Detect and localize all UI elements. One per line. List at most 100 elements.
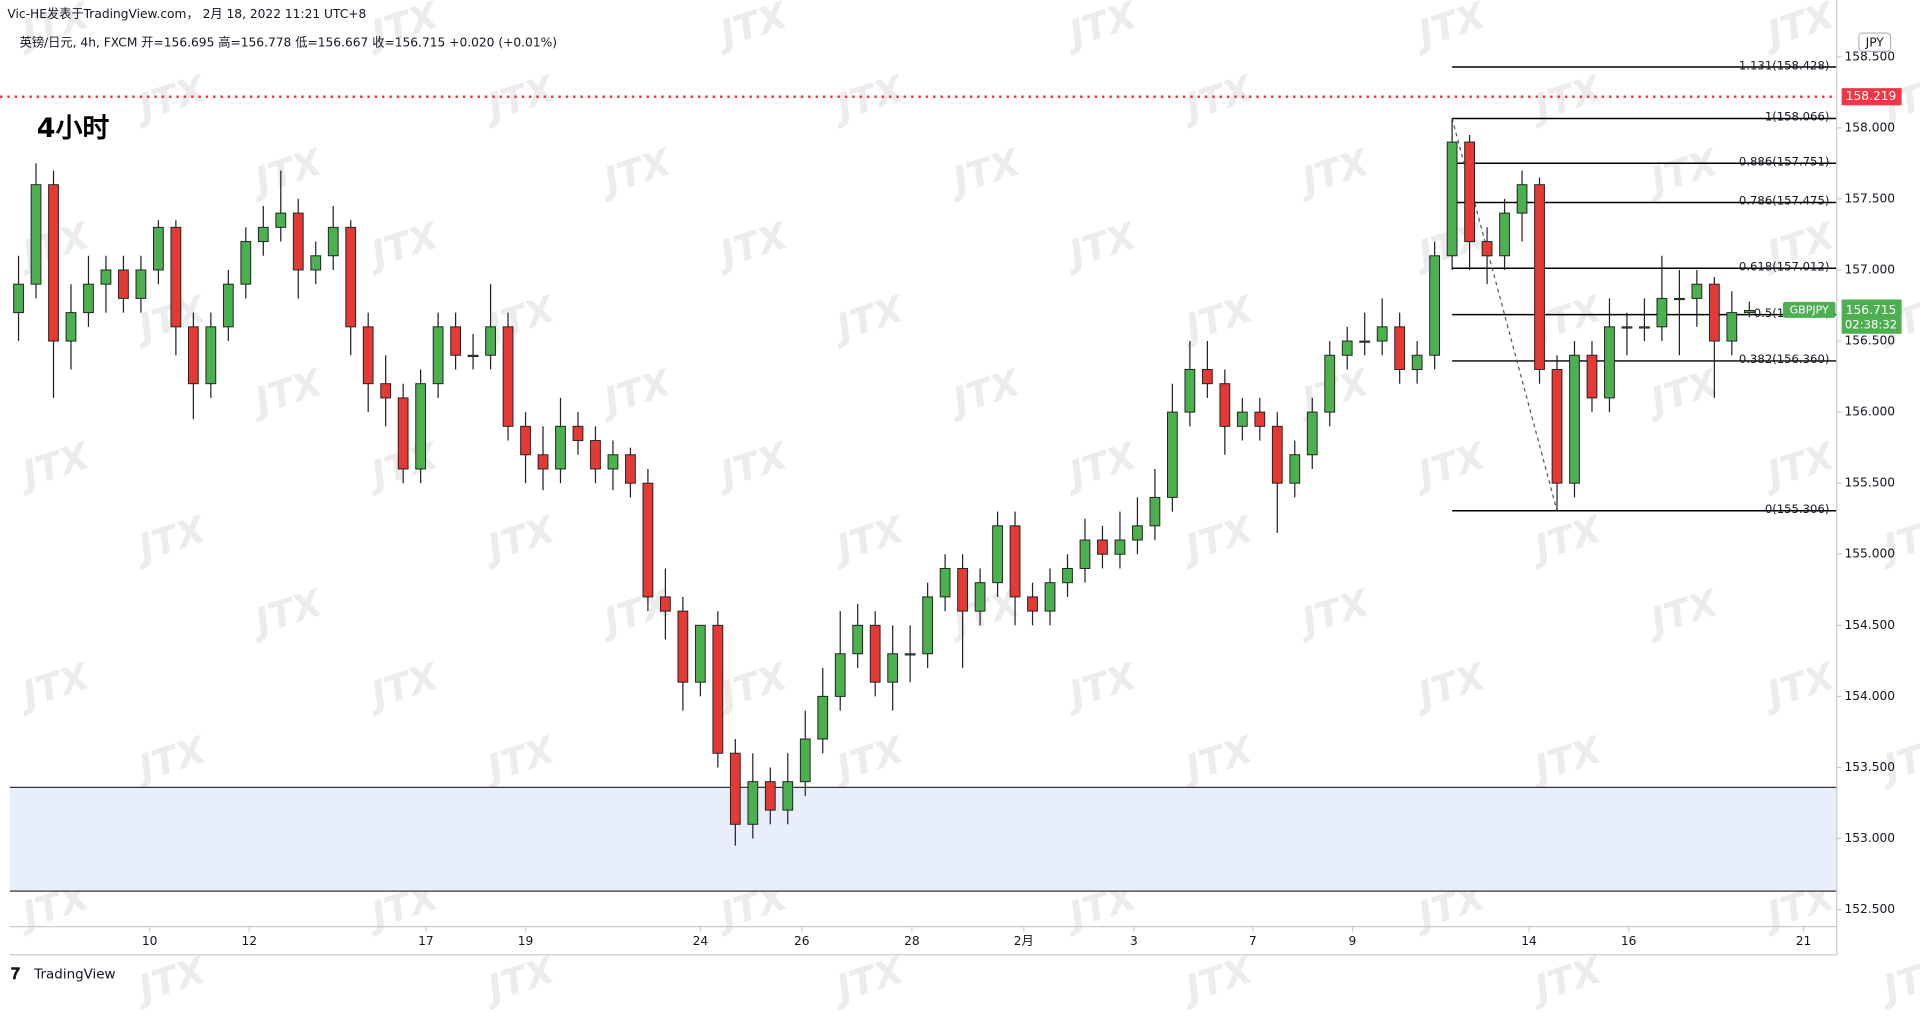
candle-body (48, 184, 59, 342)
candle-body (782, 781, 794, 811)
candle-body (1708, 283, 1720, 342)
candle-body (1254, 411, 1266, 427)
candle-body (1499, 212, 1510, 257)
candle-body (1464, 141, 1475, 243)
candle-body (939, 567, 951, 598)
candle-body (1743, 309, 1755, 314)
candle-body (222, 283, 234, 328)
candle-body (1184, 368, 1196, 413)
candle-body (327, 226, 339, 257)
fib-level-label: 0.618(157.012) (1739, 260, 1829, 274)
fib-level-label: 1.131(158.428) (1739, 58, 1829, 72)
candle-body (187, 326, 199, 385)
fib-level-label: 1(158.066) (1765, 110, 1830, 124)
candle-body (257, 226, 269, 243)
candle-body (694, 624, 706, 683)
resistance-price-box (1841, 88, 1902, 106)
x-tick-label: 2月 (1014, 934, 1034, 948)
candle-body (957, 567, 968, 612)
countdown-label: 02:38:32 (1845, 318, 1897, 332)
candle-body (1639, 326, 1650, 329)
axes: 152.500 153.000 153.500 154.000 154.500 155.0… (142, 49, 1902, 948)
candle-body (1062, 567, 1073, 584)
candle-body (625, 454, 636, 484)
y-tick-label: 158.500 (1844, 49, 1895, 63)
candle-body (502, 326, 514, 427)
timeframe-note: 4小时 (37, 113, 110, 144)
candle-body (415, 383, 427, 470)
currency-box (1858, 32, 1892, 53)
candle-body (1306, 411, 1318, 456)
fib-level-label: 0.382(156.360) (1739, 352, 1829, 366)
symbol-tag (1782, 301, 1836, 318)
candle-body (1621, 326, 1633, 329)
x-tick-label: 14 (1521, 934, 1537, 948)
y-tick-label: 153.500 (1844, 760, 1895, 774)
candle-body (747, 781, 759, 825)
candle-body (1097, 539, 1108, 555)
x-tick-label: 24 (693, 934, 709, 948)
fib-level-label: 0.886(157.751) (1739, 155, 1829, 169)
x-tick-label: 28 (904, 934, 920, 948)
candle-body (887, 653, 899, 683)
candle-body (1586, 354, 1598, 399)
candle-body (1341, 340, 1353, 356)
candle-body (1604, 326, 1615, 399)
candle-body (275, 212, 287, 228)
candle-body (1726, 312, 1738, 342)
y-tick-label: 153.000 (1844, 831, 1895, 845)
x-tick-label: 16 (1621, 934, 1637, 948)
candle-body (1656, 297, 1668, 328)
candle-body (904, 653, 916, 656)
candle-body (922, 596, 934, 655)
candle-body (1411, 354, 1423, 370)
candle-body (1569, 354, 1580, 484)
candle-body (590, 440, 601, 470)
y-tick-label: 157.000 (1844, 262, 1895, 276)
y-tick-label: 154.000 (1844, 689, 1895, 703)
y-tick-label: 152.500 (1844, 902, 1895, 916)
candle-body (1044, 582, 1056, 612)
candle-body (1446, 141, 1458, 257)
candle-body (1289, 454, 1301, 484)
candle-body (467, 354, 479, 357)
candle-body (205, 326, 217, 385)
candle-body (677, 610, 689, 683)
candle-body (992, 525, 1003, 584)
candle-body (555, 425, 566, 470)
candle-body (1271, 425, 1283, 484)
candle-body (1359, 340, 1371, 343)
candle-body (520, 425, 531, 456)
candle-body (432, 326, 444, 385)
candle-body (1376, 326, 1388, 342)
x-tick-label: 21 (1796, 934, 1812, 948)
candle-body (1132, 525, 1143, 541)
plot-area: 1.131(158.428) 1(158.066) 0.886(157.751) 0.… (0, 58, 1837, 892)
candle-body (729, 752, 741, 825)
candle-body (1167, 411, 1178, 498)
y-tick-label: 158.000 (1844, 120, 1895, 134)
candle-body (974, 582, 986, 612)
y-tick-label: 155.000 (1844, 547, 1895, 561)
candle-body (292, 212, 304, 271)
candle-body (135, 269, 147, 299)
candle-body (450, 326, 461, 356)
candle-body (1481, 241, 1493, 257)
candle-body (834, 653, 846, 697)
fib-level-label: 0(155.306) (1765, 502, 1830, 516)
candle-body (537, 454, 549, 470)
candle-body (170, 226, 182, 328)
candle-body (65, 312, 77, 342)
symbol-tag-label: GBPJPY (1790, 303, 1829, 316)
candle-body (1219, 383, 1231, 427)
candle-body (869, 624, 881, 683)
y-tick-label: 156.000 (1844, 405, 1895, 419)
x-tick-label: 17 (418, 934, 434, 948)
candle-body (345, 226, 357, 328)
x-tick-label: 12 (242, 934, 258, 948)
candle-body (764, 781, 776, 811)
candle-body (1149, 496, 1161, 527)
brand-name[interactable]: TradingView (33, 967, 115, 982)
x-tick-label: 7 (1249, 934, 1257, 948)
candle-body (1534, 184, 1545, 370)
